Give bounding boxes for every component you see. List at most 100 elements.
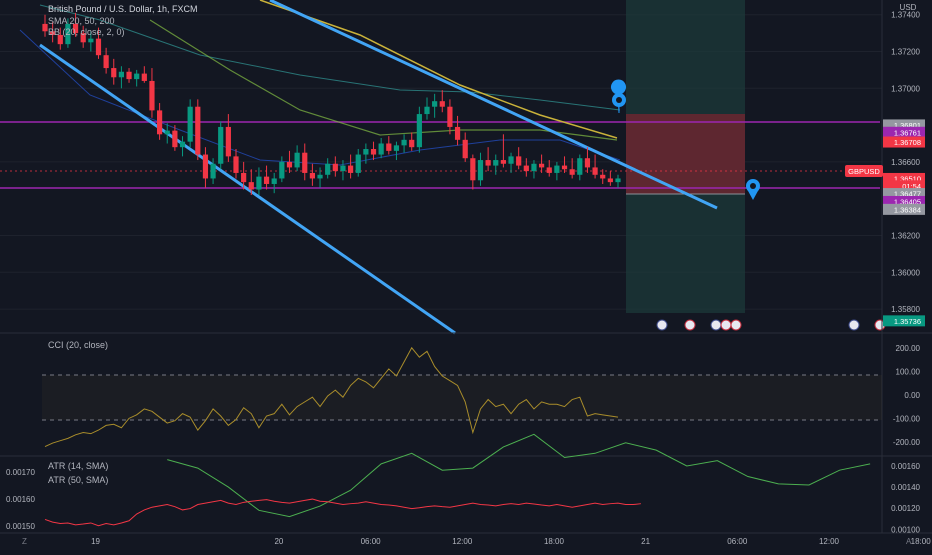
cci-pane	[44, 346, 619, 448]
sma-indicator-label[interactable]: SMA 20, 50, 200	[48, 16, 115, 26]
candle-body	[233, 156, 239, 173]
candle-body	[202, 154, 209, 179]
event-flag-icon[interactable]	[848, 319, 860, 331]
cci-tick-label: 200.00	[896, 344, 921, 353]
candle-body	[561, 165, 568, 170]
candlesticks	[42, 12, 621, 196]
event-flag-icon[interactable]	[730, 319, 742, 331]
candle-body	[103, 55, 109, 69]
candle-body	[584, 158, 591, 168]
price-label-bg	[883, 126, 925, 138]
price-label-bg	[883, 172, 925, 184]
price-axis-ticks[interactable]: 1.37400 1.37200 1.37000 1.36600 1.36200 1.360…	[891, 11, 920, 314]
time-tick-label: 20	[274, 537, 283, 546]
currency-label[interactable]: USD	[900, 3, 917, 12]
candle-body	[508, 156, 514, 164]
candle-body	[401, 139, 407, 146]
atr-right-tick-label: 0.00160	[891, 462, 920, 471]
axes: 200.00 100.00 0.00 -100.00 -200.00 0.00170 0.0…	[6, 344, 921, 535]
atr-right-tick-label: 0.00100	[891, 525, 920, 534]
candle-body	[126, 71, 132, 80]
atr-line	[167, 433, 871, 518]
price-label-bg	[883, 119, 925, 131]
time-tick-label: 21	[641, 537, 650, 546]
atr50-indicator-label[interactable]: ATR (50, SMA)	[48, 475, 108, 485]
candle-body	[485, 160, 491, 166]
price-label: 1.36708	[894, 138, 921, 147]
candle-body	[447, 106, 453, 127]
price-label-bg	[883, 195, 925, 207]
cci-tick-label: -200.00	[893, 438, 921, 447]
bb-indicator-label[interactable]: BB (20, close, 2, 0)	[48, 27, 125, 37]
time-tick-label: 18:00	[911, 537, 932, 546]
candle-body	[577, 158, 583, 175]
price-label-bg	[883, 203, 925, 215]
auto-scale-icon[interactable]: A	[906, 537, 912, 546]
time-axis[interactable]: 192006:0012:0018:002106:0012:0018:002206…	[91, 537, 932, 546]
atr-line	[44, 498, 641, 527]
candle-body	[42, 23, 48, 32]
markers	[611, 79, 760, 200]
event-flag-icon[interactable]	[684, 319, 696, 331]
timezone-icon[interactable]: Z	[22, 537, 27, 546]
candle-body	[317, 174, 323, 179]
candle-body	[241, 172, 247, 183]
candle-body	[500, 160, 506, 164]
candle-body	[546, 167, 552, 173]
location-pin-icon[interactable]	[746, 179, 760, 200]
atr-right-tick-label: 0.00140	[891, 483, 920, 492]
price-label-bg	[883, 315, 925, 327]
grid-lines	[0, 14, 882, 310]
candle-body	[325, 163, 331, 175]
price-label: 1.36510	[894, 174, 921, 183]
event-flag-icon[interactable]	[656, 319, 668, 331]
price-label: 1.36801	[894, 121, 921, 130]
candle-body	[195, 106, 201, 155]
event-flag-icon[interactable]	[720, 319, 732, 331]
bollinger-lower	[19, 29, 621, 166]
candle-body	[72, 23, 79, 34]
event-flag-icon[interactable]	[710, 319, 722, 331]
time-tick-label: 18:00	[544, 537, 565, 546]
candle-body	[531, 163, 537, 172]
sma-200-line	[259, 0, 618, 139]
price-tick-label: 1.37000	[891, 84, 920, 93]
candle-body	[141, 73, 147, 81]
candle-body	[134, 73, 140, 80]
candle-body	[187, 106, 193, 142]
location-pin-icon[interactable]	[611, 79, 627, 114]
price-label-bg	[883, 180, 925, 192]
price-tick-label: 1.36600	[891, 158, 920, 167]
candle-body	[393, 145, 400, 151]
time-tick-label: 19	[91, 537, 100, 546]
channel-lower-trendline[interactable]	[39, 43, 456, 335]
price-tick-label: 1.37400	[891, 11, 920, 20]
cci-indicator-label[interactable]: CCI (20, close)	[48, 340, 108, 350]
candle-body	[439, 101, 445, 107]
candle-body	[416, 114, 422, 148]
position-loss-zone[interactable]	[626, 114, 745, 194]
candle-body	[432, 101, 438, 107]
candle-body	[615, 178, 621, 183]
candle-body	[554, 165, 560, 173]
candle-body	[279, 161, 285, 179]
candle-body	[157, 110, 163, 135]
candle-body	[65, 23, 71, 45]
candle-body	[370, 149, 377, 155]
atr-pane	[44, 433, 871, 527]
candle-body	[340, 165, 346, 172]
price-label: 1.35736	[894, 317, 921, 326]
cci-line	[44, 346, 619, 448]
candle-body	[493, 160, 499, 166]
price-tick-label: 1.37200	[891, 48, 920, 57]
price-label: 1.36761	[894, 128, 921, 137]
atr-left-tick-label: 0.00170	[6, 468, 35, 477]
candle-body	[569, 169, 575, 175]
atr-right-tick-label: 0.00120	[891, 504, 920, 513]
cci-tick-label: 0.00	[904, 391, 920, 400]
channel-upper-trendline[interactable]	[269, 0, 718, 210]
atr14-indicator-label[interactable]: ATR (14, SMA)	[48, 461, 108, 471]
